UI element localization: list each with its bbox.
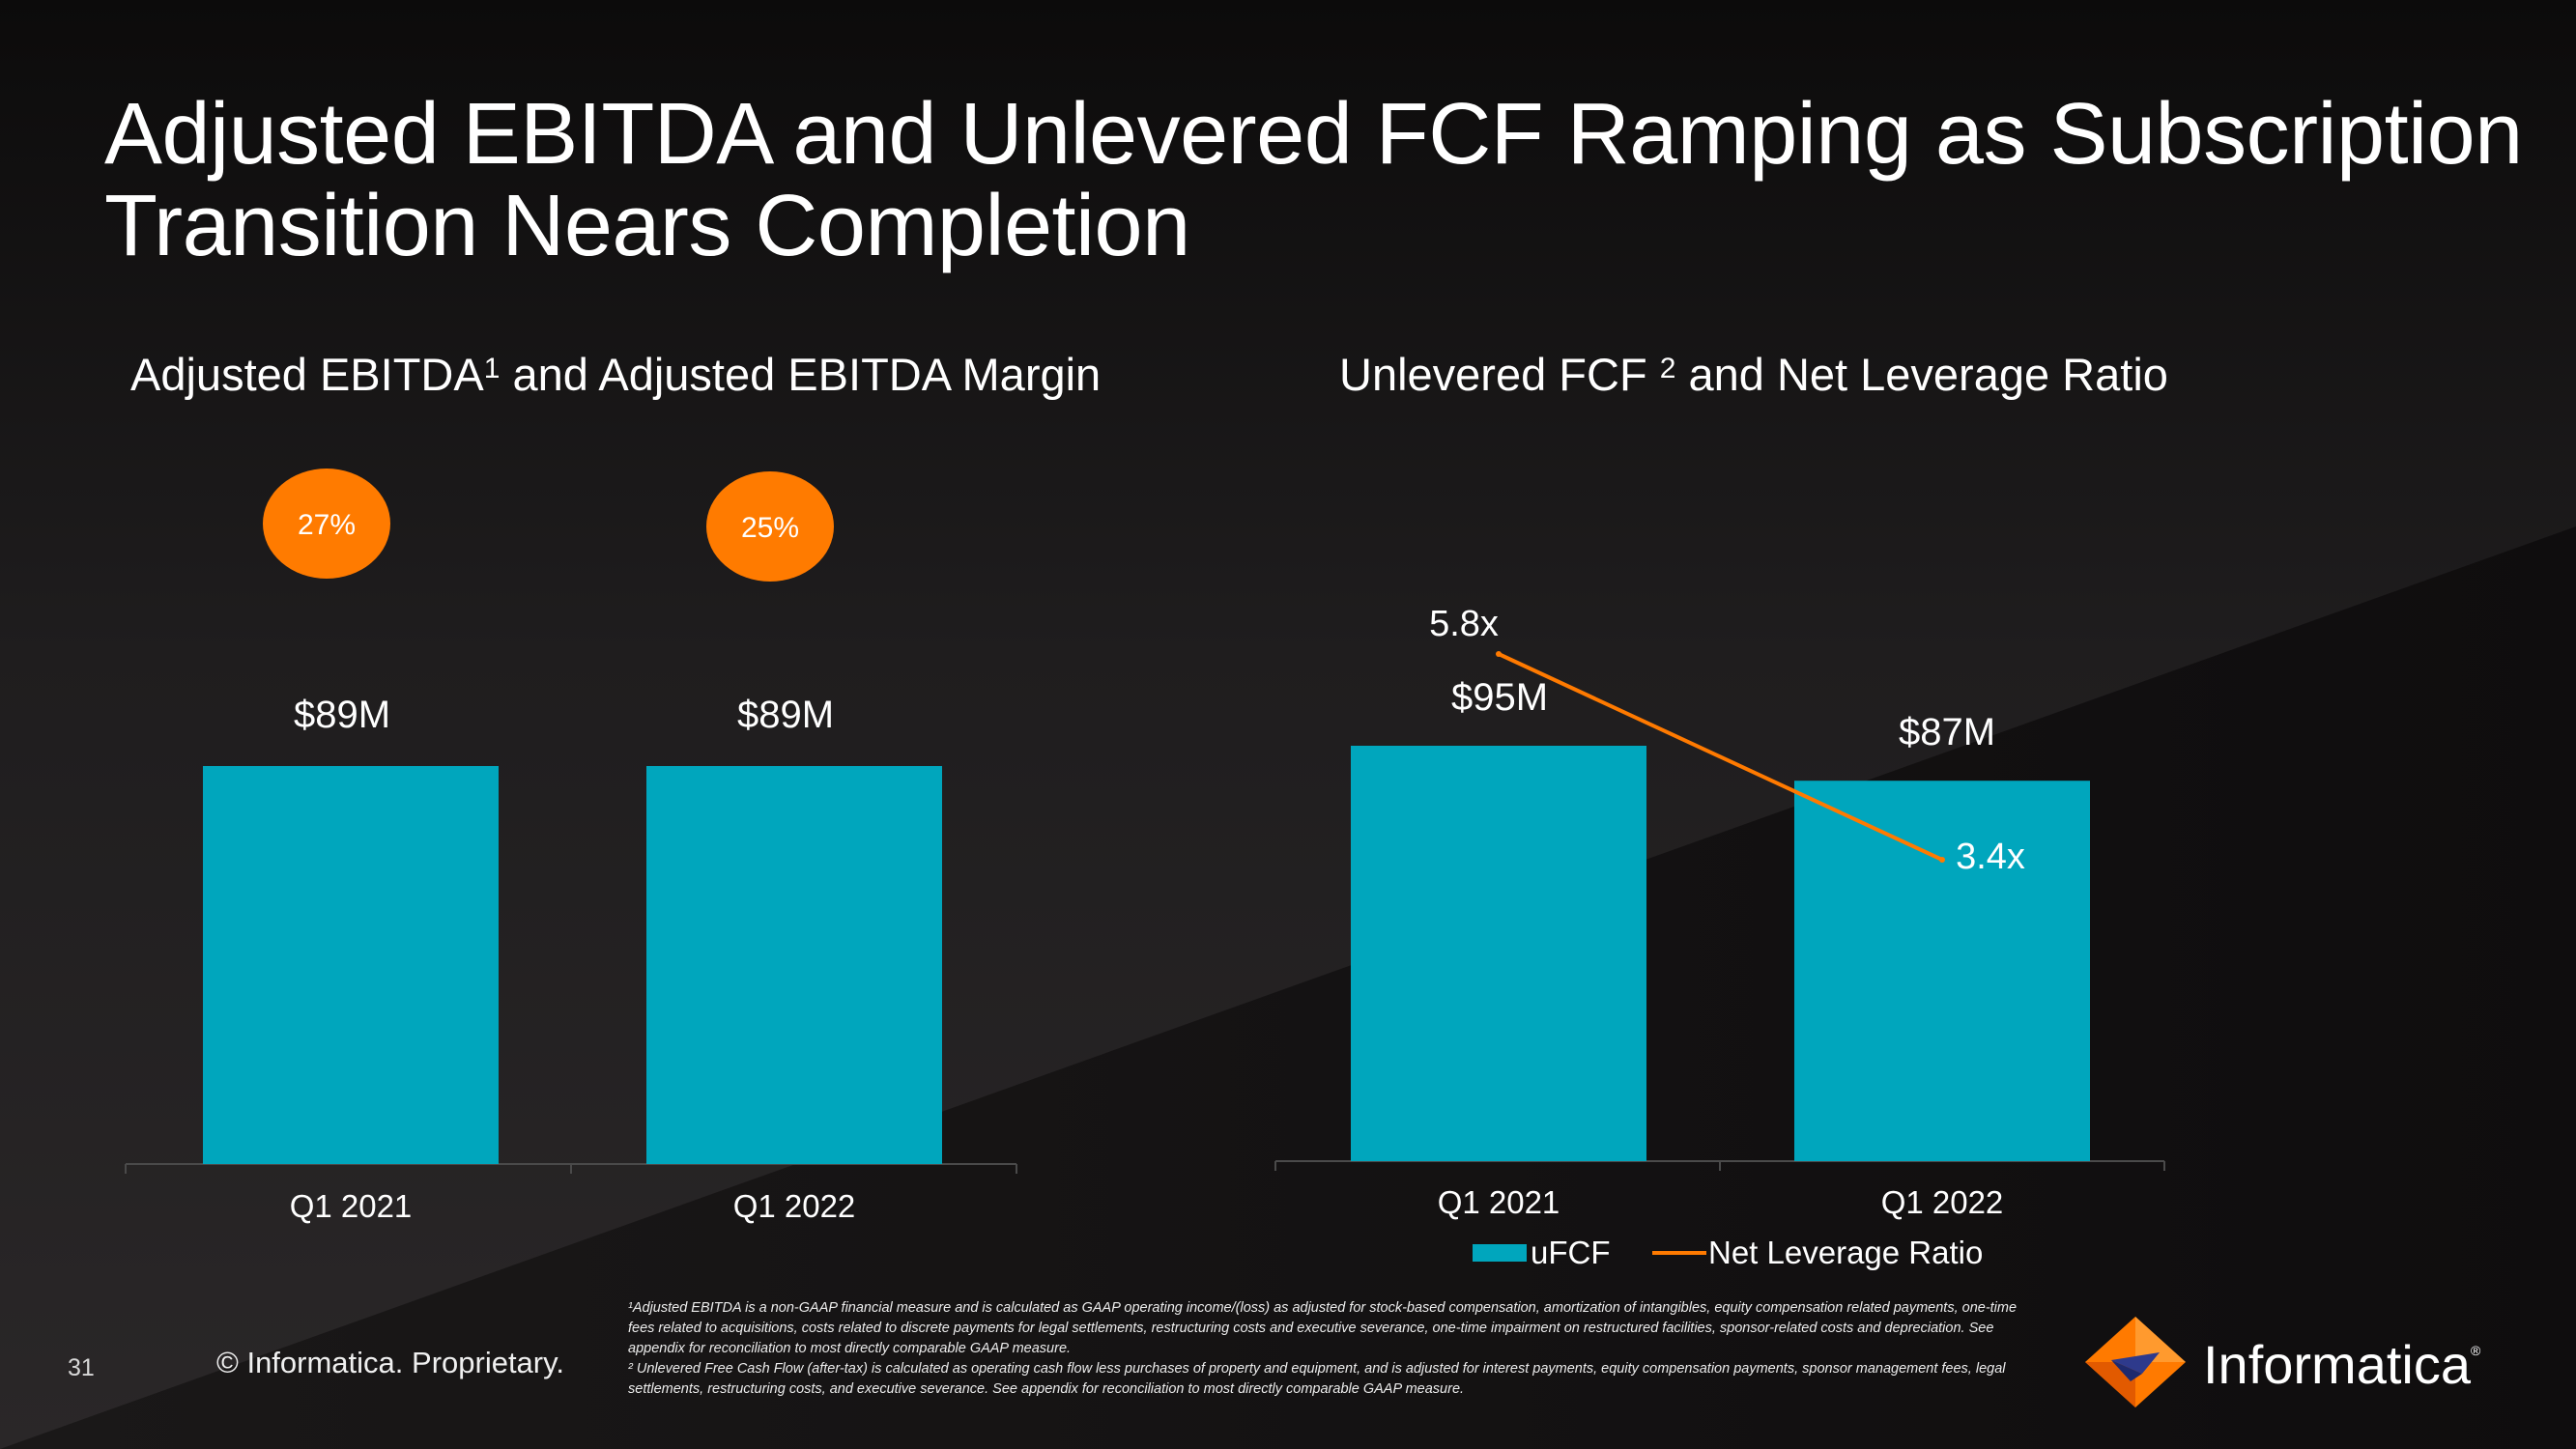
slide-title-line-2: Transition Nears Completion [104,178,1190,274]
ebitda-margin-label-0: 27% [298,509,356,541]
ebitda-chart-title: Adjusted EBITDA1 and Adjusted EBITDA Mar… [130,348,1101,402]
ebitda-margin-badge-1 [706,471,834,582]
ebitda-chart-title-rest: and Adjusted EBITDA Margin [500,349,1102,400]
informatica-diamond-icon [2085,1317,2186,1407]
ebitda-x-tick-label-0: Q1 2021 [290,1188,413,1224]
ebitda-bar-0 [203,766,499,1164]
slide-title-line-1: Adjusted EBITDA and Unlevered FCF Rampin… [104,86,2523,183]
ufcf-bar-label-1: $87M [1899,711,1995,753]
ufcf-x-tick-label-0: Q1 2021 [1438,1184,1560,1220]
ufcf-bar-0 [1351,746,1646,1161]
footnote-2: ² Unlevered Free Cash Flow (after-tax) i… [628,1361,2006,1397]
brand-registered-mark: ® [2471,1343,2481,1358]
ebitda-bar-1 [646,766,942,1164]
page-number: 31 [68,1354,95,1381]
net-leverage-line [1498,652,1943,862]
net-leverage-point-0 [1496,651,1502,657]
legend-ufcf-swatch [1473,1244,1527,1262]
slide-title: Adjusted EBITDA and Unlevered FCF Rampin… [104,86,2523,274]
legend-leverage-label: Net Leverage Ratio [1708,1235,1983,1270]
ufcf-chart-title-main: Unlevered FCF [1339,349,1660,400]
ufcf-bar-label-0: $95M [1451,676,1548,719]
brand-name-text: Informatica [2203,1334,2471,1395]
ufcf-bar-1 [1794,781,2090,1161]
net-leverage-label-0: 5.8x [1429,604,1499,644]
ufcf-x-tick-label-1: Q1 2022 [1881,1184,2004,1220]
ebitda-chart-title-footnote: 1 [483,353,501,384]
ebitda-margin-label-1: 25% [741,512,799,544]
ufcf-chart-title-rest: and Net Leverage Ratio [1675,349,2168,400]
copyright-text: © Informatica. Proprietary. [216,1346,564,1379]
ufcf-chart-title-footnote: 2 [1659,353,1676,384]
ufcf-chart-title: Unlevered FCF 2 and Net Leverage Ratio [1339,348,2168,402]
ebitda-margin-badge-0 [263,469,390,579]
net-leverage-label-1: 3.4x [1956,837,2025,877]
ebitda-x-tick-label-1: Q1 2022 [733,1188,856,1224]
footnote-1: ¹Adjusted EBITDA is a non-GAAP financial… [628,1300,2018,1356]
informatica-logo: Informatica® [2082,1314,2480,1410]
net-leverage-point-1 [1939,857,1945,863]
ebitda-bar-label-1: $89M [737,694,834,736]
ebitda-chart-title-main: Adjusted EBITDA [130,349,484,400]
ebitda-bar-label-0: $89M [294,694,390,736]
brand-name: Informatica® [2203,1333,2480,1396]
legend-ufcf-label: uFCF [1531,1235,1611,1270]
footnotes: ¹Adjusted EBITDA is a non-GAAP financial… [628,1298,2019,1400]
